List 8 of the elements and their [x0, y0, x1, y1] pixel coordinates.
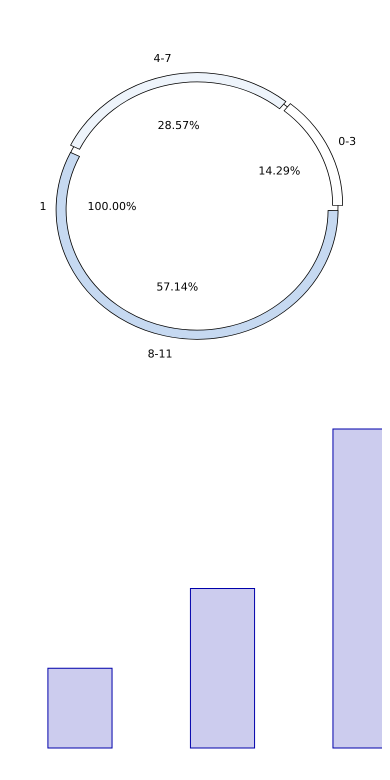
data-label: 28.57% — [158, 119, 200, 132]
data-label: 100.00% — [88, 200, 136, 213]
slice-label: 1 — [40, 200, 46, 213]
slice-label: 4-7 — [154, 52, 172, 65]
data-label: 14.29% — [258, 164, 300, 178]
slice-label: 0-3 — [338, 135, 356, 148]
data-label: 57.14% — [156, 280, 198, 294]
slice-label: 8-11 — [148, 348, 173, 361]
